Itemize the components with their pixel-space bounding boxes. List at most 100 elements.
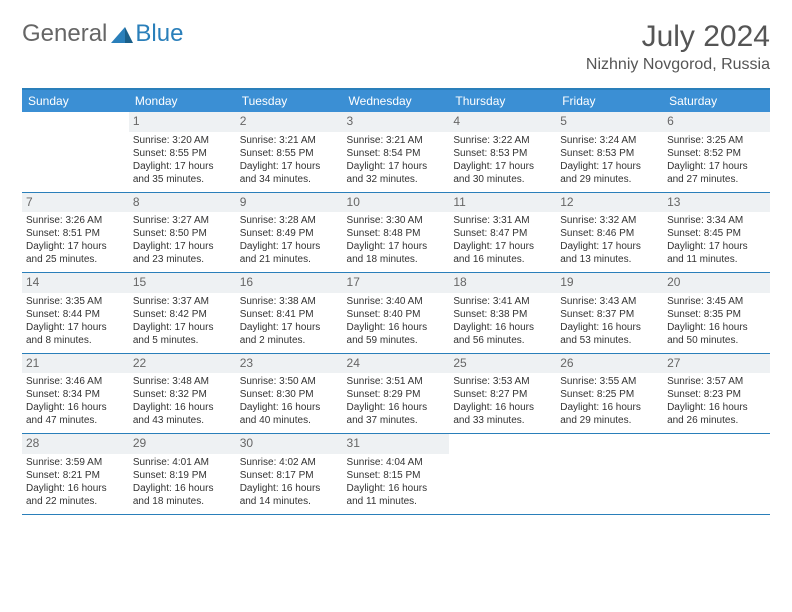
header: General Blue July 2024 Nizhniy Novgorod,… bbox=[22, 20, 770, 74]
sunrise-text: Sunrise: 3:20 AM bbox=[133, 134, 232, 147]
sunset-text: Sunset: 8:35 PM bbox=[667, 308, 766, 321]
day-number: 4 bbox=[449, 112, 556, 132]
day-info: Sunrise: 3:38 AMSunset: 8:41 PMDaylight:… bbox=[240, 295, 339, 347]
daylight-text: Daylight: 17 hours and 29 minutes. bbox=[560, 160, 659, 186]
sunrise-text: Sunrise: 4:02 AM bbox=[240, 456, 339, 469]
daylight-text: Daylight: 17 hours and 35 minutes. bbox=[133, 160, 232, 186]
sunset-text: Sunset: 8:29 PM bbox=[347, 388, 446, 401]
sunset-text: Sunset: 8:30 PM bbox=[240, 388, 339, 401]
calendar-week-row: 7Sunrise: 3:26 AMSunset: 8:51 PMDaylight… bbox=[22, 192, 770, 273]
daylight-text: Daylight: 16 hours and 14 minutes. bbox=[240, 482, 339, 508]
day-info: Sunrise: 4:01 AMSunset: 8:19 PMDaylight:… bbox=[133, 456, 232, 508]
daylight-text: Daylight: 17 hours and 2 minutes. bbox=[240, 321, 339, 347]
day-info: Sunrise: 3:35 AMSunset: 8:44 PMDaylight:… bbox=[26, 295, 125, 347]
weekday-header-row: Sunday Monday Tuesday Wednesday Thursday… bbox=[22, 89, 770, 112]
day-info: Sunrise: 3:24 AMSunset: 8:53 PMDaylight:… bbox=[560, 134, 659, 186]
day-info: Sunrise: 3:32 AMSunset: 8:46 PMDaylight:… bbox=[560, 214, 659, 266]
daylight-text: Daylight: 16 hours and 26 minutes. bbox=[667, 401, 766, 427]
day-number: 26 bbox=[556, 354, 663, 374]
sunrise-text: Sunrise: 3:22 AM bbox=[453, 134, 552, 147]
sunrise-text: Sunrise: 3:30 AM bbox=[347, 214, 446, 227]
day-info: Sunrise: 3:37 AMSunset: 8:42 PMDaylight:… bbox=[133, 295, 232, 347]
sunrise-text: Sunrise: 3:41 AM bbox=[453, 295, 552, 308]
daylight-text: Daylight: 16 hours and 59 minutes. bbox=[347, 321, 446, 347]
calendar-day-cell: 25Sunrise: 3:53 AMSunset: 8:27 PMDayligh… bbox=[449, 353, 556, 434]
calendar-day-cell: 6Sunrise: 3:25 AMSunset: 8:52 PMDaylight… bbox=[663, 112, 770, 192]
day-info: Sunrise: 3:21 AMSunset: 8:54 PMDaylight:… bbox=[347, 134, 446, 186]
day-info: Sunrise: 3:57 AMSunset: 8:23 PMDaylight:… bbox=[667, 375, 766, 427]
day-info: Sunrise: 3:28 AMSunset: 8:49 PMDaylight:… bbox=[240, 214, 339, 266]
calendar-day-cell: 5Sunrise: 3:24 AMSunset: 8:53 PMDaylight… bbox=[556, 112, 663, 192]
day-info: Sunrise: 3:53 AMSunset: 8:27 PMDaylight:… bbox=[453, 375, 552, 427]
daylight-text: Daylight: 17 hours and 11 minutes. bbox=[667, 240, 766, 266]
sunrise-text: Sunrise: 3:48 AM bbox=[133, 375, 232, 388]
daylight-text: Daylight: 17 hours and 16 minutes. bbox=[453, 240, 552, 266]
daylight-text: Daylight: 16 hours and 53 minutes. bbox=[560, 321, 659, 347]
day-number: 15 bbox=[129, 273, 236, 293]
sunset-text: Sunset: 8:42 PM bbox=[133, 308, 232, 321]
daylight-text: Daylight: 17 hours and 30 minutes. bbox=[453, 160, 552, 186]
calendar-day-cell: 28Sunrise: 3:59 AMSunset: 8:21 PMDayligh… bbox=[22, 434, 129, 515]
calendar-day-cell: 2Sunrise: 3:21 AMSunset: 8:55 PMDaylight… bbox=[236, 112, 343, 192]
calendar-day-cell: 20Sunrise: 3:45 AMSunset: 8:35 PMDayligh… bbox=[663, 273, 770, 354]
sunset-text: Sunset: 8:25 PM bbox=[560, 388, 659, 401]
daylight-text: Daylight: 17 hours and 5 minutes. bbox=[133, 321, 232, 347]
day-number: 17 bbox=[343, 273, 450, 293]
sunrise-text: Sunrise: 3:38 AM bbox=[240, 295, 339, 308]
sunrise-text: Sunrise: 3:31 AM bbox=[453, 214, 552, 227]
sunset-text: Sunset: 8:53 PM bbox=[560, 147, 659, 160]
sunset-text: Sunset: 8:27 PM bbox=[453, 388, 552, 401]
sunset-text: Sunset: 8:23 PM bbox=[667, 388, 766, 401]
day-info: Sunrise: 3:31 AMSunset: 8:47 PMDaylight:… bbox=[453, 214, 552, 266]
calendar-day-cell: 21Sunrise: 3:46 AMSunset: 8:34 PMDayligh… bbox=[22, 353, 129, 434]
weekday-wednesday: Wednesday bbox=[343, 89, 450, 112]
sunset-text: Sunset: 8:51 PM bbox=[26, 227, 125, 240]
calendar-day-cell: 23Sunrise: 3:50 AMSunset: 8:30 PMDayligh… bbox=[236, 353, 343, 434]
calendar-day-cell: 29Sunrise: 4:01 AMSunset: 8:19 PMDayligh… bbox=[129, 434, 236, 515]
logo: General Blue bbox=[22, 20, 183, 48]
daylight-text: Daylight: 16 hours and 47 minutes. bbox=[26, 401, 125, 427]
day-info: Sunrise: 3:51 AMSunset: 8:29 PMDaylight:… bbox=[347, 375, 446, 427]
daylight-text: Daylight: 16 hours and 33 minutes. bbox=[453, 401, 552, 427]
daylight-text: Daylight: 17 hours and 32 minutes. bbox=[347, 160, 446, 186]
day-number: 3 bbox=[343, 112, 450, 132]
sunset-text: Sunset: 8:55 PM bbox=[240, 147, 339, 160]
sunset-text: Sunset: 8:49 PM bbox=[240, 227, 339, 240]
sunrise-text: Sunrise: 3:37 AM bbox=[133, 295, 232, 308]
logo-triangle-icon bbox=[111, 25, 133, 43]
day-info: Sunrise: 3:26 AMSunset: 8:51 PMDaylight:… bbox=[26, 214, 125, 266]
day-number: 22 bbox=[129, 354, 236, 374]
calendar-day-cell bbox=[556, 434, 663, 515]
sunset-text: Sunset: 8:19 PM bbox=[133, 469, 232, 482]
day-number: 9 bbox=[236, 193, 343, 213]
sunrise-text: Sunrise: 3:27 AM bbox=[133, 214, 232, 227]
sunrise-text: Sunrise: 3:46 AM bbox=[26, 375, 125, 388]
daylight-text: Daylight: 17 hours and 8 minutes. bbox=[26, 321, 125, 347]
calendar-day-cell: 14Sunrise: 3:35 AMSunset: 8:44 PMDayligh… bbox=[22, 273, 129, 354]
sunrise-text: Sunrise: 4:04 AM bbox=[347, 456, 446, 469]
day-info: Sunrise: 3:59 AMSunset: 8:21 PMDaylight:… bbox=[26, 456, 125, 508]
weekday-tuesday: Tuesday bbox=[236, 89, 343, 112]
day-info: Sunrise: 3:46 AMSunset: 8:34 PMDaylight:… bbox=[26, 375, 125, 427]
sunrise-text: Sunrise: 3:55 AM bbox=[560, 375, 659, 388]
day-number: 10 bbox=[343, 193, 450, 213]
daylight-text: Daylight: 17 hours and 34 minutes. bbox=[240, 160, 339, 186]
sunset-text: Sunset: 8:55 PM bbox=[133, 147, 232, 160]
sunrise-text: Sunrise: 3:34 AM bbox=[667, 214, 766, 227]
day-info: Sunrise: 3:22 AMSunset: 8:53 PMDaylight:… bbox=[453, 134, 552, 186]
day-info: Sunrise: 3:20 AMSunset: 8:55 PMDaylight:… bbox=[133, 134, 232, 186]
sunset-text: Sunset: 8:54 PM bbox=[347, 147, 446, 160]
calendar-day-cell: 26Sunrise: 3:55 AMSunset: 8:25 PMDayligh… bbox=[556, 353, 663, 434]
day-number: 23 bbox=[236, 354, 343, 374]
calendar-week-row: 14Sunrise: 3:35 AMSunset: 8:44 PMDayligh… bbox=[22, 273, 770, 354]
calendar-day-cell: 18Sunrise: 3:41 AMSunset: 8:38 PMDayligh… bbox=[449, 273, 556, 354]
day-number: 28 bbox=[22, 434, 129, 454]
calendar-day-cell: 30Sunrise: 4:02 AMSunset: 8:17 PMDayligh… bbox=[236, 434, 343, 515]
day-number: 16 bbox=[236, 273, 343, 293]
day-number: 19 bbox=[556, 273, 663, 293]
weekday-friday: Friday bbox=[556, 89, 663, 112]
day-info: Sunrise: 3:43 AMSunset: 8:37 PMDaylight:… bbox=[560, 295, 659, 347]
day-number: 7 bbox=[22, 193, 129, 213]
sunset-text: Sunset: 8:32 PM bbox=[133, 388, 232, 401]
sunrise-text: Sunrise: 3:50 AM bbox=[240, 375, 339, 388]
